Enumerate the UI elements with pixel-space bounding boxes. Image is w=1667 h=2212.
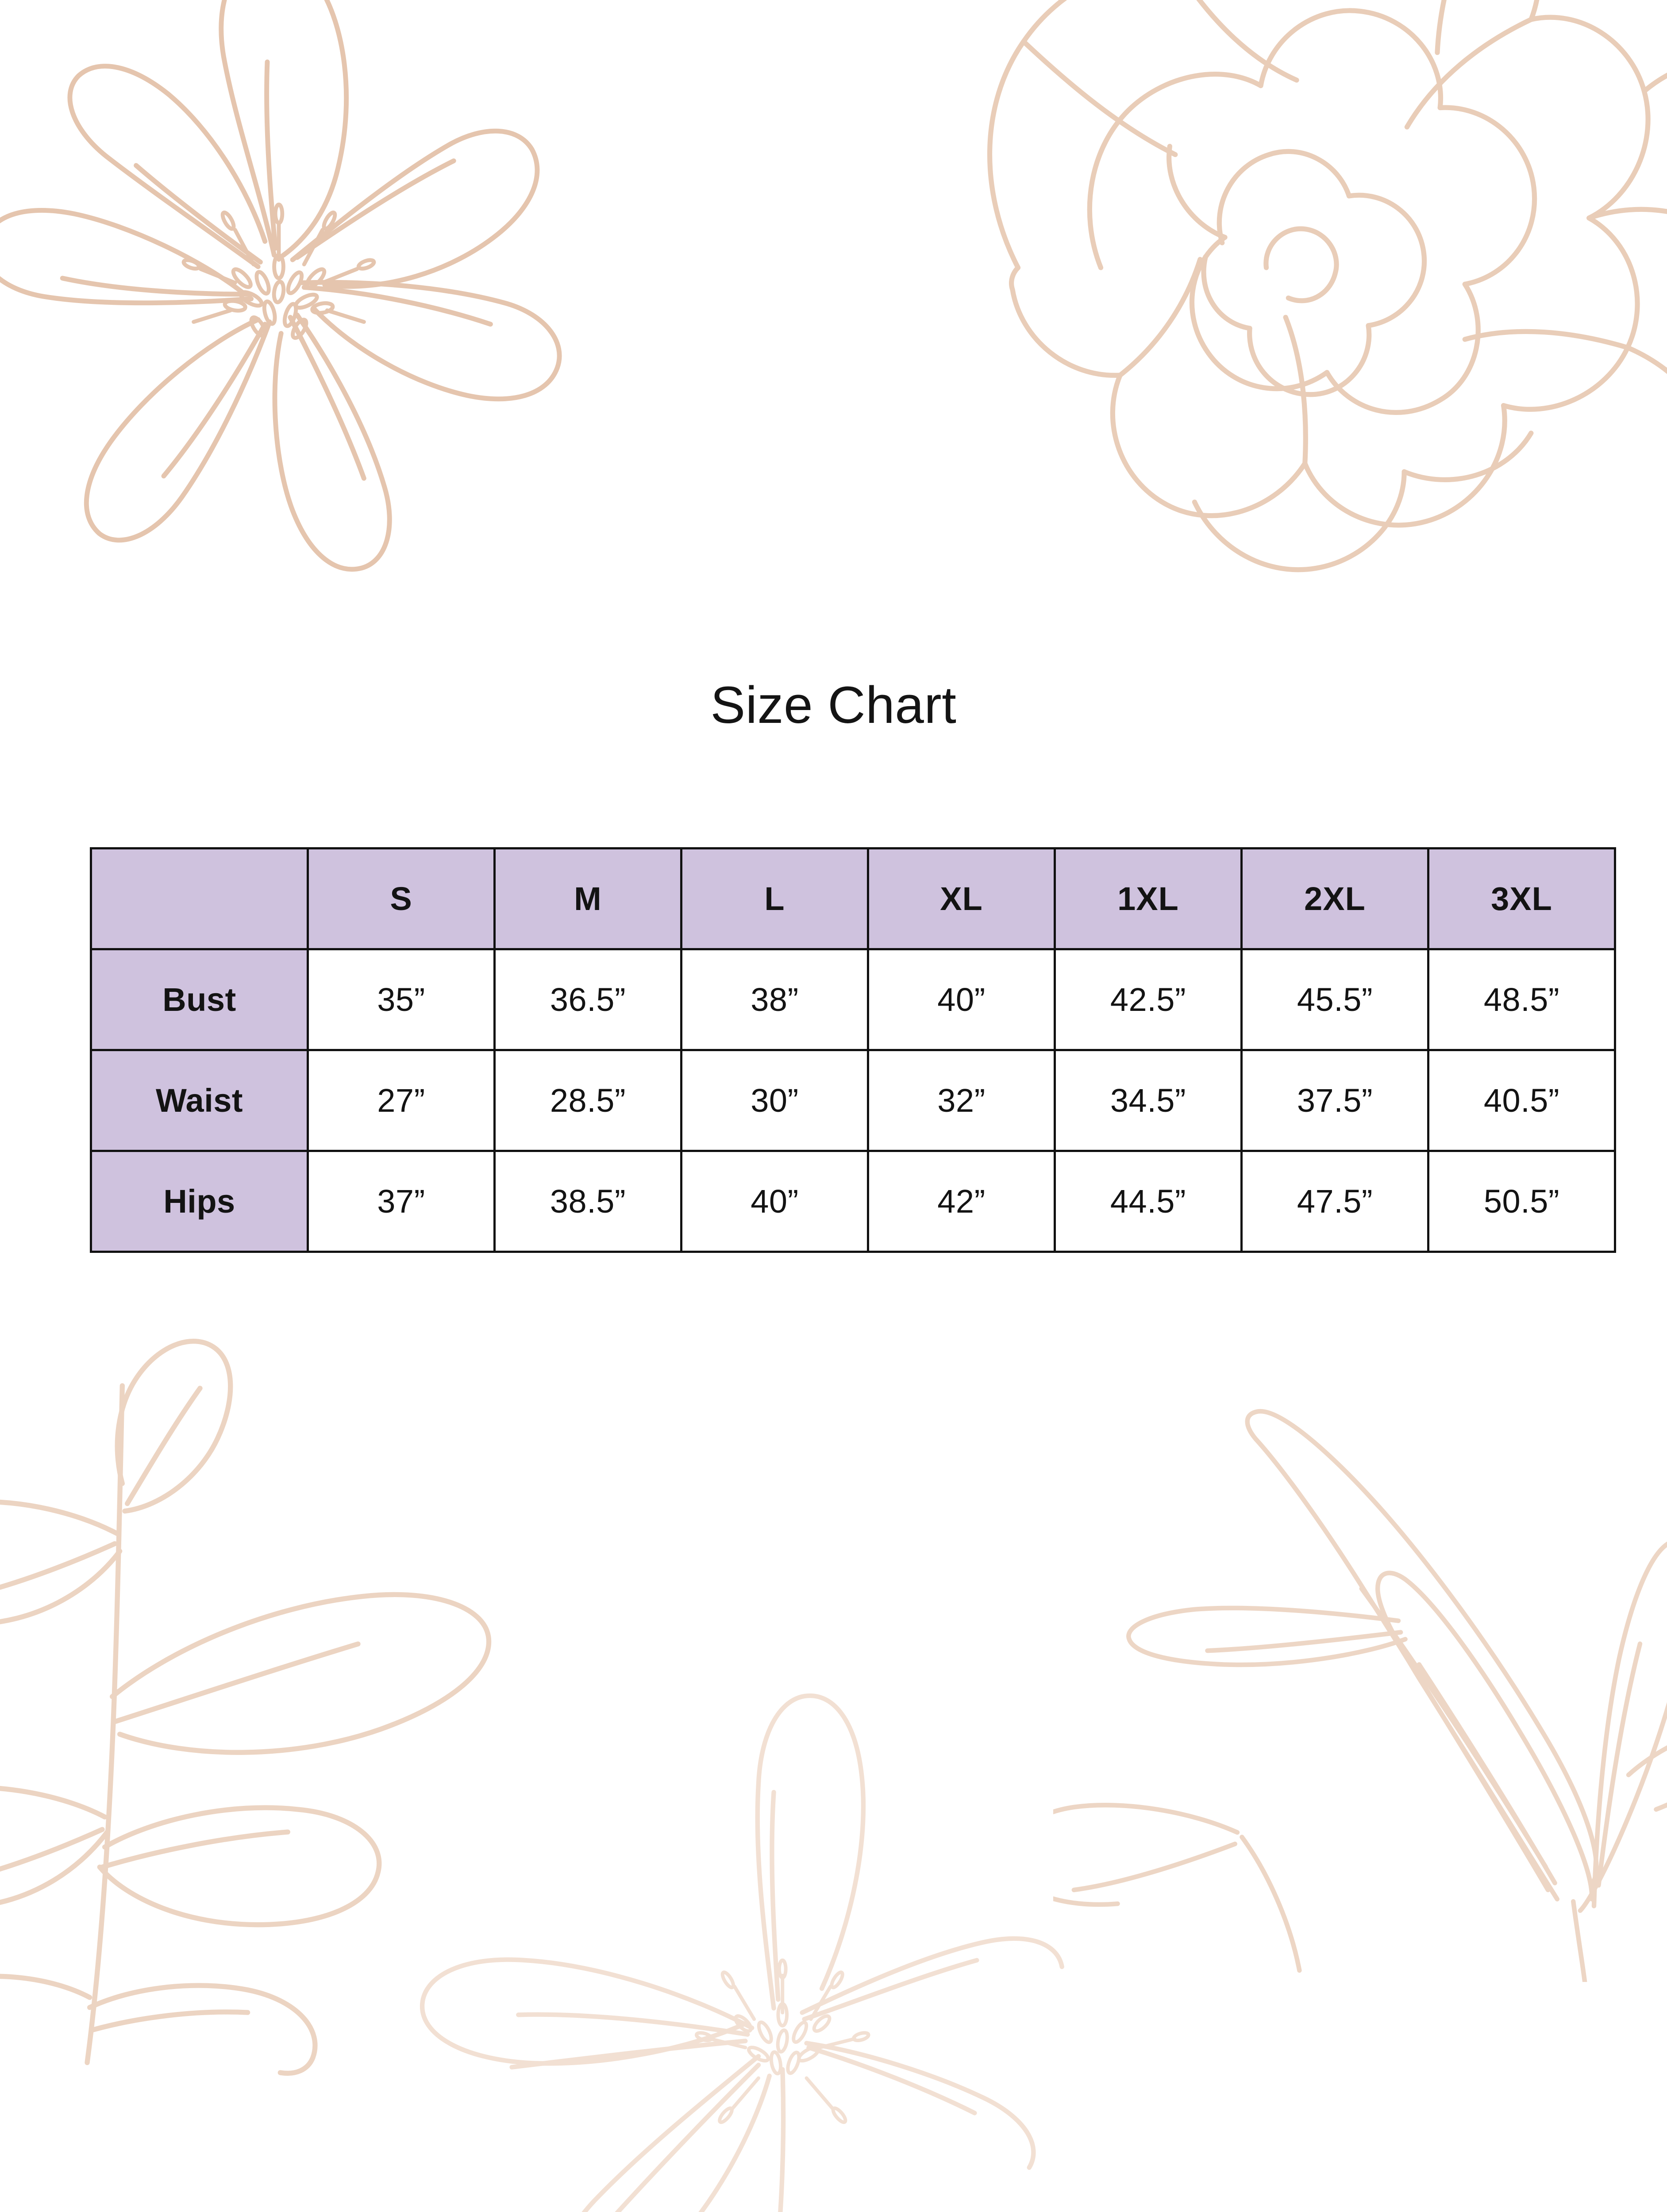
cell-waist-m: 28.5” [493, 1049, 682, 1152]
cell-bust-xl: 40” [867, 948, 1056, 1051]
table-header-row: S M L XL 1XL 2XL 3XL [90, 847, 1616, 950]
cell-bust-2xl: 45.5” [1240, 948, 1429, 1051]
column-header-3xl: 3XL [1427, 847, 1616, 950]
column-header-xl: XL [867, 847, 1056, 950]
column-header-2xl: 2XL [1240, 847, 1429, 950]
cell-waist-l: 30” [680, 1049, 869, 1152]
cell-waist-2xl: 37.5” [1240, 1049, 1429, 1152]
size-chart-table-container: S M L XL 1XL 2XL 3XL Bust 35” 36.5” 38” … [90, 847, 1616, 1253]
cell-waist-xl: 32” [867, 1049, 1056, 1152]
column-header-l: L [680, 847, 869, 950]
cell-hips-s: 37” [307, 1150, 496, 1253]
cell-bust-3xl: 48.5” [1427, 948, 1616, 1051]
cell-bust-s: 35” [307, 948, 496, 1051]
cell-hips-2xl: 47.5” [1240, 1150, 1429, 1253]
row-label-hips: Hips [90, 1150, 309, 1253]
cell-waist-1xl: 34.5” [1054, 1049, 1243, 1152]
table-corner-cell [90, 847, 309, 950]
cell-bust-1xl: 42.5” [1054, 948, 1243, 1051]
cell-bust-m: 36.5” [493, 948, 682, 1051]
column-header-1xl: 1XL [1054, 847, 1243, 950]
leaf-branch-bottom-left-icon [0, 1310, 606, 2084]
table-row: Waist 27” 28.5” 30” 32” 34.5” 37.5” 40.5… [90, 1049, 1616, 1152]
cell-hips-m: 38.5” [493, 1150, 682, 1253]
table-row: Hips 37” 38.5” 40” 42” 44.5” 47.5” 50.5” [90, 1150, 1616, 1253]
cell-hips-l: 40” [680, 1150, 869, 1253]
column-header-m: M [493, 847, 682, 950]
cell-bust-l: 38” [680, 948, 869, 1051]
cell-hips-1xl: 44.5” [1054, 1150, 1243, 1253]
column-header-s: S [307, 847, 496, 950]
row-label-waist: Waist [90, 1049, 309, 1152]
row-label-bust: Bust [90, 948, 309, 1051]
table-row: Bust 35” 36.5” 38” 40” 42.5” 45.5” 48.5” [90, 948, 1616, 1051]
clematis-flower-top-left-icon [0, 0, 624, 637]
cell-hips-xl: 42” [867, 1150, 1056, 1253]
cell-waist-s: 27” [307, 1049, 496, 1152]
clematis-flower-bottom-center-icon [336, 1663, 1115, 2212]
cell-waist-3xl: 40.5” [1427, 1049, 1616, 1152]
page-title: Size Chart [710, 676, 957, 734]
size-chart-table: S M L XL 1XL 2XL 3XL Bust 35” 36.5” 38” … [90, 847, 1616, 1253]
cell-hips-3xl: 50.5” [1427, 1150, 1616, 1253]
peony-flower-top-right-icon [876, 0, 1667, 681]
long-leaves-bottom-right-icon [1053, 1292, 1667, 1982]
